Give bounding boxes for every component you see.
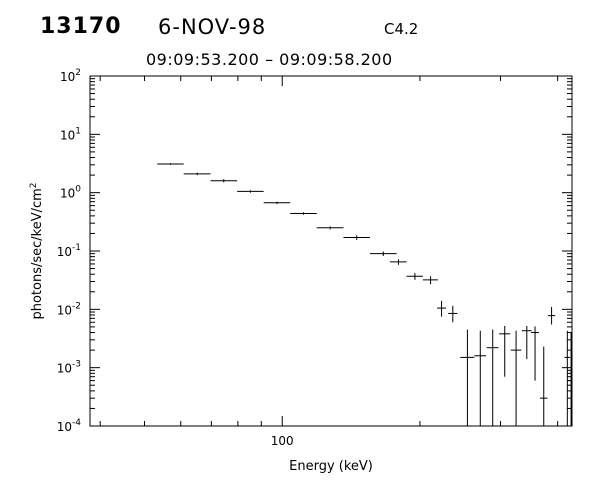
data-point	[290, 212, 317, 215]
data-point	[486, 329, 499, 426]
y-axis-label: photons/sec/keV/cm2	[29, 182, 45, 319]
flare-id: 13170	[40, 14, 122, 39]
data-point	[183, 172, 211, 176]
data-point	[448, 305, 458, 323]
data-point	[422, 276, 438, 285]
y-tick-label: 10-2	[57, 301, 81, 317]
plot-frame	[89, 75, 573, 427]
data-point	[406, 272, 423, 280]
data-point	[343, 235, 371, 240]
time-range: 09:09:53.200 – 09:09:58.200	[146, 50, 393, 69]
data-point	[531, 326, 539, 381]
data-point	[237, 190, 264, 193]
data-point	[547, 306, 556, 325]
data-point	[437, 300, 446, 317]
x-axis-label: Energy (keV)	[289, 459, 373, 474]
data-point	[510, 330, 522, 426]
goes-class: C4.2	[384, 20, 419, 38]
y-tick-label: 10-3	[57, 360, 81, 376]
y-tick-label: 100	[60, 185, 81, 201]
data-point	[539, 346, 548, 426]
x-tick-labels: 100	[271, 434, 294, 448]
y-tick-label: 10-4	[57, 418, 82, 434]
data-point	[499, 325, 511, 377]
observation-date: 6-NOV-98	[158, 15, 267, 39]
data-point	[157, 163, 184, 165]
data-point	[316, 226, 344, 230]
y-axis-label-group: photons/sec/keV/cm2	[29, 182, 45, 319]
data-point	[568, 332, 572, 426]
data-point	[210, 179, 238, 183]
data-point	[521, 325, 532, 360]
y-tick-label: 102	[60, 68, 81, 84]
data-point	[474, 330, 487, 426]
data-point	[460, 329, 475, 426]
data-point	[564, 330, 571, 426]
y-tick-label: 101	[60, 126, 81, 142]
data-point	[263, 201, 291, 204]
x-tick-label: 100	[271, 434, 294, 448]
data-point	[389, 259, 407, 265]
axis-ticks	[90, 75, 572, 427]
y-tick-labels: 10-4 10-3 10-2 10-1 100 101 102	[57, 68, 82, 434]
data-point	[370, 251, 397, 257]
y-tick-label: 10-1	[57, 243, 81, 259]
data-points	[157, 163, 572, 426]
